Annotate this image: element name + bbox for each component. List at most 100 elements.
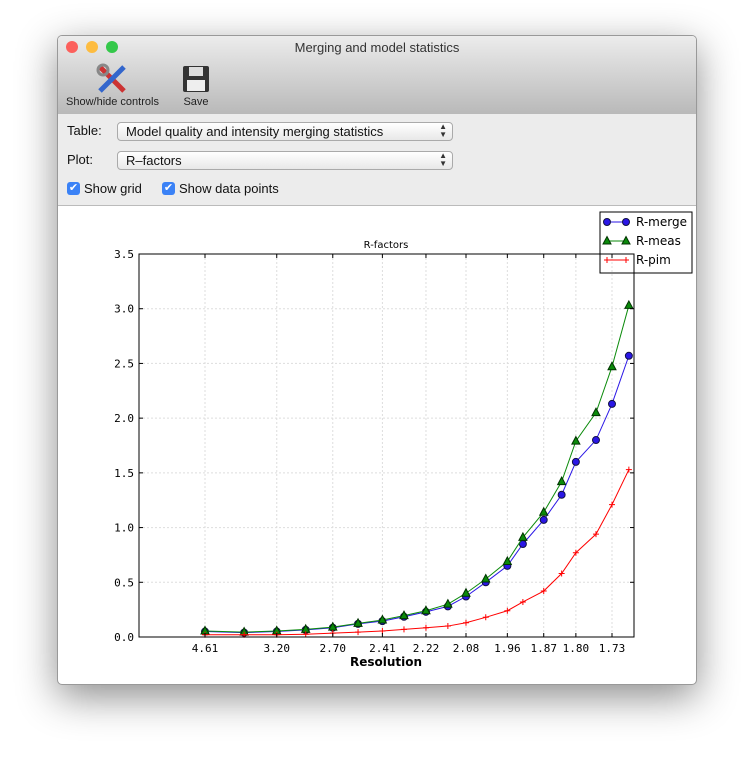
r-pim-point (482, 614, 489, 621)
x-tick-label: 2.08 (453, 642, 480, 655)
legend-r-merge-marker (622, 218, 630, 226)
r-merge-line (204, 355, 630, 634)
r-meas-point (480, 573, 491, 583)
legend-r-pim-label: R-pim (636, 253, 671, 267)
legend-r-meas-label: R-meas (636, 234, 681, 248)
r-meas-point (571, 435, 581, 445)
r-pim-point (302, 631, 309, 638)
r-pim-point (540, 588, 547, 595)
title-bar: Merging and model statistics Show/hide c… (58, 36, 696, 115)
r-meas-point (538, 506, 549, 516)
legend-box (599, 211, 693, 274)
r-pim-point (422, 624, 429, 631)
r-meas-line (204, 305, 630, 633)
r-merge-point (608, 399, 616, 408)
show-hide-controls-label: Show/hide controls (66, 96, 159, 108)
legend-r-pim-marker (623, 257, 629, 263)
x-tick-label: 1.96 (494, 642, 521, 655)
r-pim-line (205, 469, 630, 636)
r-meas-point (377, 614, 388, 624)
plot-select-value: R–factors (126, 153, 182, 168)
close-button[interactable] (66, 41, 78, 53)
show-data-points-label: Show data points (179, 181, 279, 196)
chart-title: R-factors (364, 240, 409, 251)
y-tick-label: 1.0 (114, 522, 134, 535)
y-tick-label: 2.5 (114, 357, 134, 370)
x-tick-label: 1.80 (563, 642, 590, 655)
x-tick-label: 1.73 (599, 642, 626, 655)
r-meas-point (327, 621, 338, 631)
r-pim-point (504, 607, 511, 614)
r-merge-point (571, 457, 580, 466)
r-pim-point (592, 531, 599, 538)
window: Merging and model statistics Show/hide c… (57, 35, 697, 685)
plot-frame (138, 253, 635, 638)
r-merge-point (591, 436, 600, 445)
show-grid-checkbox[interactable]: ✔ Show grid (67, 181, 142, 196)
x-tick-label: 2.70 (320, 642, 347, 655)
r-meas-point (399, 610, 409, 620)
r-merge-point (557, 490, 566, 499)
x-tick-label: 2.41 (369, 642, 396, 655)
x-tick-label: 4.61 (192, 642, 219, 655)
legend-r-merge-marker (603, 218, 611, 226)
r-pim-point (462, 619, 469, 626)
r-pim-point (572, 549, 579, 556)
save-button[interactable]: Save (178, 62, 214, 108)
show-grid-label: Show grid (84, 181, 142, 196)
legend-r-pim-marker (604, 257, 610, 263)
r-meas-point (518, 531, 528, 541)
table-label: Table: (67, 123, 102, 138)
x-tick-label: 1.87 (530, 642, 557, 655)
r-meas-point (502, 555, 513, 565)
y-tick-label: 3.5 (114, 248, 134, 261)
r-pim-point (625, 466, 632, 473)
r-meas-point (624, 299, 634, 309)
r-pim-point (519, 598, 526, 605)
checkmark-icon: ✔ (67, 182, 80, 195)
table-select[interactable]: Model quality and intensity merging stat… (117, 122, 453, 141)
r-meas-point (421, 605, 431, 615)
x-tick-label: 2.22 (413, 642, 440, 655)
controls-panel: Table: Model quality and intensity mergi… (58, 114, 696, 206)
tools-icon (66, 62, 159, 96)
r-meas-point (591, 407, 601, 417)
legend-r-merge-label: R-merge (636, 215, 687, 229)
r-merge-point (539, 515, 548, 524)
r-merge-point (624, 351, 633, 360)
r-meas-point (443, 598, 453, 608)
r-pim-point (379, 627, 386, 634)
r-meas-point (353, 617, 363, 627)
show-hide-controls-button[interactable]: Show/hide controls (66, 62, 159, 108)
floppy-disk-icon (178, 62, 214, 96)
r-pim-point (444, 623, 451, 630)
r-meas-point (556, 476, 567, 486)
y-tick-label: 2.0 (114, 412, 134, 425)
x-tick-label: 3.20 (263, 642, 290, 655)
r-pim-point (355, 629, 362, 636)
r-pim-point (558, 570, 565, 577)
r-pim-point (609, 501, 615, 508)
y-tick-label: 0.0 (114, 631, 134, 644)
y-tick-label: 3.0 (114, 303, 134, 316)
updown-arrow-icon: ▲ ▼ (439, 151, 447, 168)
r-meas-point (607, 361, 617, 371)
r-pim-point (400, 626, 407, 633)
updown-arrow-icon: ▲ ▼ (439, 122, 447, 139)
y-tick-label: 1.5 (114, 467, 134, 480)
zoom-button[interactable] (106, 41, 118, 53)
table-select-value: Model quality and intensity merging stat… (126, 124, 384, 139)
checkmark-icon: ✔ (162, 182, 175, 195)
minimize-button[interactable] (86, 41, 98, 53)
legend-r-meas-marker (602, 235, 612, 245)
show-data-points-checkbox[interactable]: ✔ Show data points (162, 181, 279, 196)
plot-label: Plot: (67, 152, 94, 167)
window-title: Merging and model statistics (294, 40, 460, 55)
r-meas-point (461, 587, 471, 597)
x-axis-label: Resolution (350, 655, 422, 669)
y-tick-label: 0.5 (114, 576, 134, 589)
save-label: Save (183, 96, 209, 108)
legend-r-meas-marker (621, 235, 631, 245)
plot-select[interactable]: R–factors ▲ ▼ (117, 151, 453, 170)
r-factors-chart: R-factors Resolution 0.0 0.5 1.0 1.5 2.0 2.5 3… (114, 211, 693, 669)
